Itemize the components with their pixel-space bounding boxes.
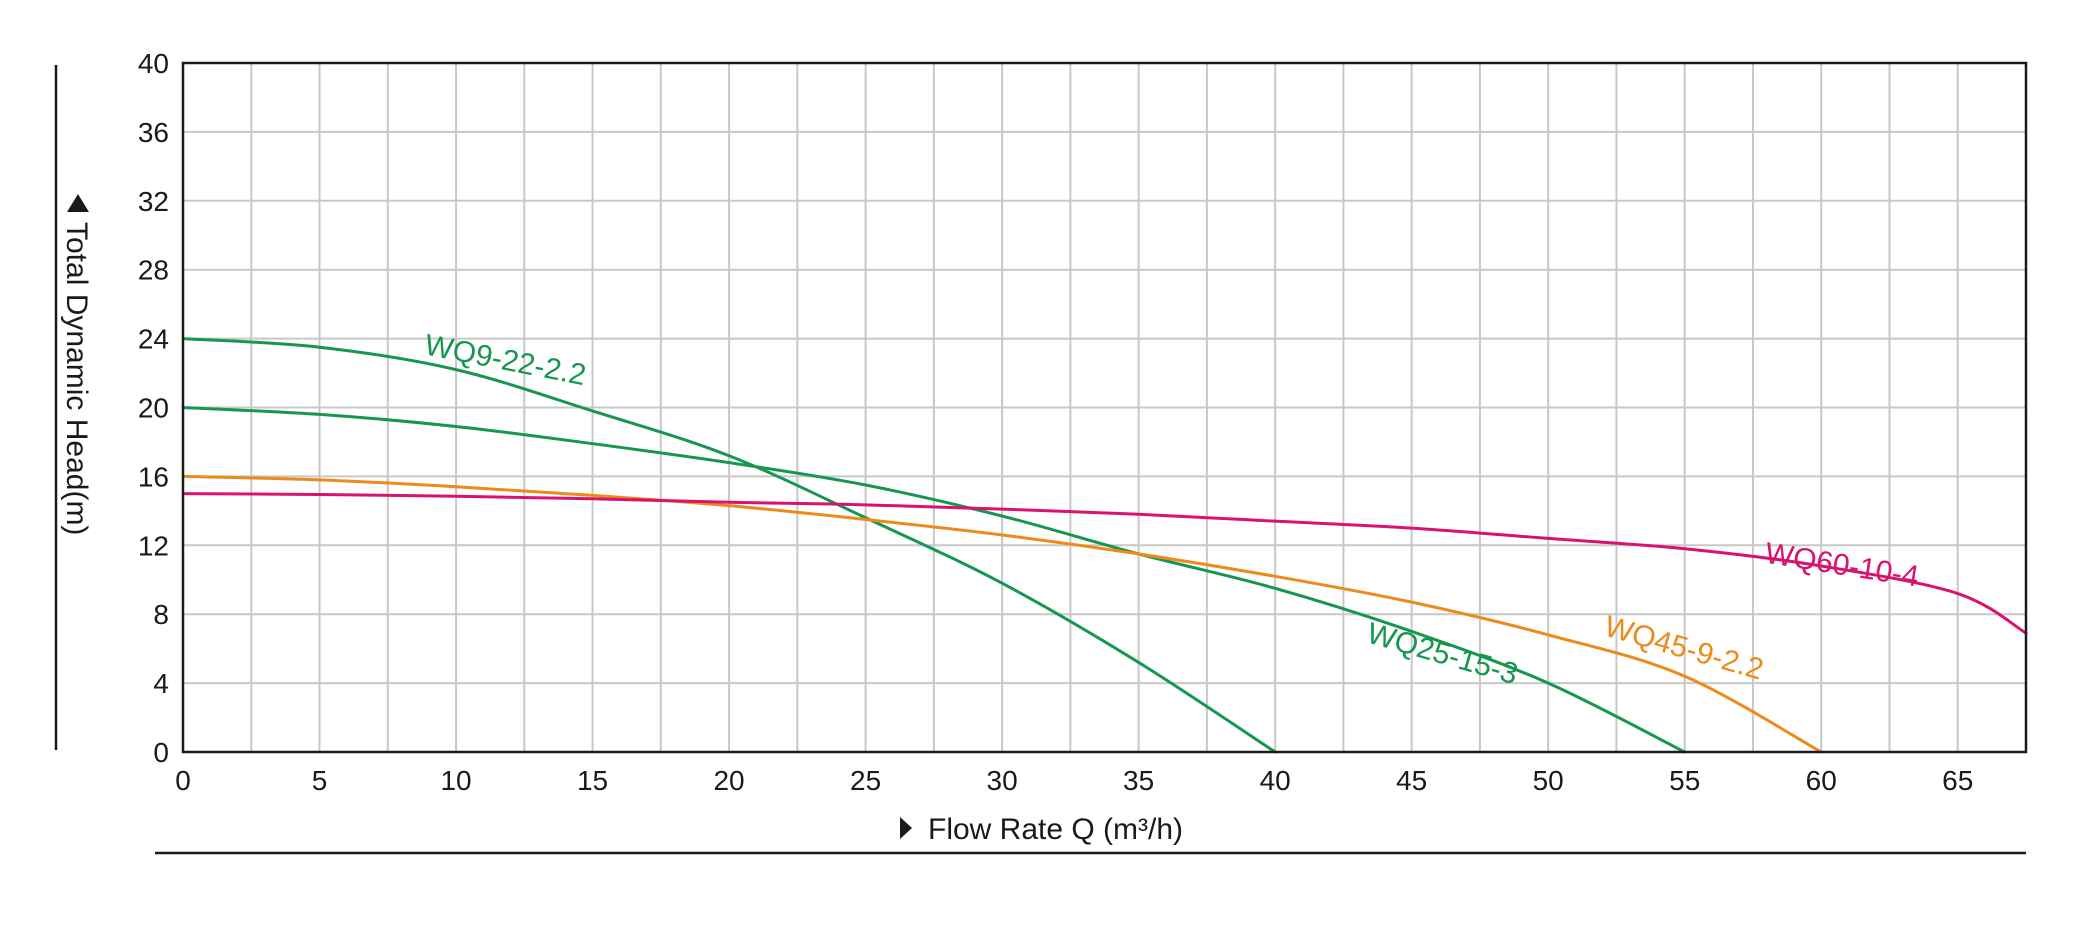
x-axis-title-group: Flow Rate Q (m³/h) xyxy=(900,813,1183,846)
series-line-wq60-10-4 xyxy=(181,492,2028,635)
y-tick-label: 40 xyxy=(138,48,169,79)
x-tick-label: 45 xyxy=(1396,765,1427,796)
x-tick-label: 20 xyxy=(713,765,744,796)
y-axis-ticks: 0 4 8 12 16 20 24 28 32 36 40 xyxy=(138,48,169,768)
y-tick-label: 12 xyxy=(138,530,169,561)
series-line-wq25-15-3 xyxy=(181,406,1687,754)
y-tick-label: 28 xyxy=(138,255,169,286)
y-tick-label: 0 xyxy=(153,737,169,768)
y-axis-title: Total Dynamic Head(m) xyxy=(60,222,93,535)
y-tick-label: 4 xyxy=(153,668,169,699)
y-tick-label: 16 xyxy=(138,461,169,492)
series-line-wq9-22-2-2 xyxy=(181,337,1277,754)
y-tick-label: 20 xyxy=(138,393,169,424)
y-tick-label: 8 xyxy=(153,599,169,630)
y-tick-label: 32 xyxy=(138,186,169,217)
x-tick-label: 10 xyxy=(440,765,471,796)
x-tick-label: 5 xyxy=(312,765,328,796)
x-tick-label: 55 xyxy=(1669,765,1700,796)
y-tick-label: 36 xyxy=(138,117,169,148)
x-tick-label: 60 xyxy=(1806,765,1837,796)
grid-lines xyxy=(183,63,2026,752)
x-tick-label: 65 xyxy=(1942,765,1973,796)
x-axis-ticks: 0 5 10 15 20 25 30 35 40 45 50 55 60 65 xyxy=(175,765,1973,796)
x-tick-label: 50 xyxy=(1533,765,1564,796)
y-tick-label: 24 xyxy=(138,324,169,355)
series-label-wq25-15-3: WQ25-15-3 xyxy=(1363,617,1521,691)
series-curves xyxy=(181,337,2028,754)
x-tick-label: 15 xyxy=(577,765,608,796)
x-tick-label: 30 xyxy=(987,765,1018,796)
x-axis-arrow-icon xyxy=(900,817,912,839)
x-tick-label: 25 xyxy=(850,765,881,796)
x-tick-label: 0 xyxy=(175,765,191,796)
x-axis-title: Flow Rate Q (m³/h) xyxy=(928,813,1183,846)
y-axis-arrow-icon xyxy=(67,194,89,212)
x-tick-label: 35 xyxy=(1123,765,1154,796)
y-axis-title-group: Total Dynamic Head(m) xyxy=(60,194,93,535)
plot-frame xyxy=(181,61,2028,754)
x-tick-label: 40 xyxy=(1260,765,1291,796)
series-line-wq45-9-2-2 xyxy=(181,474,1823,754)
